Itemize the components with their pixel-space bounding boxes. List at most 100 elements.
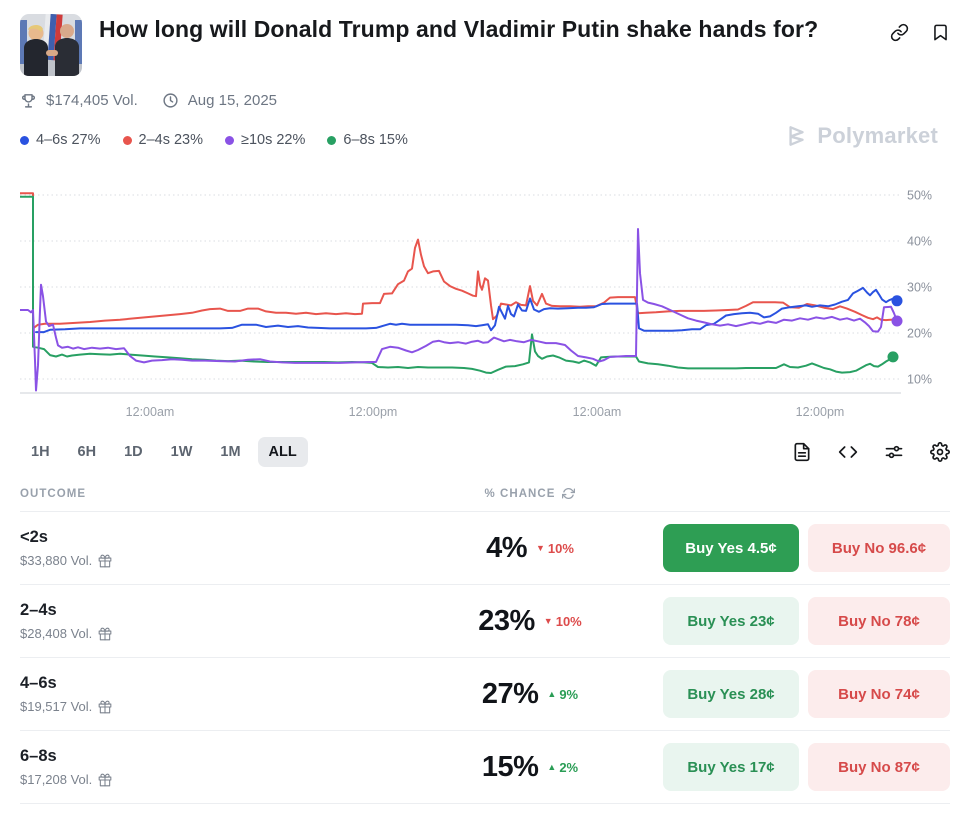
range-all[interactable]: ALL bbox=[257, 437, 308, 467]
outcome-volume: $28,408 Vol. bbox=[20, 626, 420, 641]
legend-label: ≥10s 22% bbox=[241, 132, 306, 148]
legend-label: 6–8s 15% bbox=[343, 132, 408, 148]
event-date: Aug 15, 2025 bbox=[187, 92, 278, 109]
buy-no-button[interactable]: Buy No 74¢ bbox=[808, 670, 950, 718]
buy-yes-button[interactable]: Buy Yes 23¢ bbox=[663, 597, 799, 645]
sliders-icon bbox=[885, 445, 903, 459]
outcome-volume: $17,208 Vol. bbox=[20, 772, 420, 787]
trend-arrow-icon: ▲ bbox=[547, 689, 557, 699]
chance-value: 4% bbox=[486, 531, 527, 564]
buy-yes-button[interactable]: Buy Yes 17¢ bbox=[663, 743, 799, 791]
range-6h[interactable]: 6H bbox=[67, 437, 108, 467]
bookmark-button[interactable] bbox=[931, 23, 950, 42]
event-header: How long will Donald Trump and Vladimir … bbox=[0, 0, 970, 76]
polymarket-watermark: Polymarket bbox=[783, 123, 938, 149]
trend-arrow-icon: ▲ bbox=[547, 762, 557, 772]
svg-text:10%: 10% bbox=[907, 373, 932, 387]
svg-text:12:00am: 12:00am bbox=[126, 405, 175, 419]
legend-label: 4–6s 27% bbox=[36, 132, 101, 148]
page-title: How long will Donald Trump and Vladimir … bbox=[99, 16, 819, 42]
chance-change: ▼ 10% bbox=[543, 613, 582, 629]
legend-label: 2–4s 23% bbox=[138, 132, 204, 148]
outcome-row-lt2s: <2s $33,880 Vol. 4% ▼ 10% Buy Yes 4.5¢ bbox=[20, 512, 950, 585]
copy-link-button[interactable] bbox=[890, 23, 909, 42]
filter-button[interactable] bbox=[884, 442, 904, 462]
chance-change: ▲ 2% bbox=[547, 759, 579, 775]
embed-button[interactable] bbox=[838, 442, 858, 462]
range-1h[interactable]: 1H bbox=[20, 437, 61, 467]
price-chart[interactable]: 50% 40% 30% 20% 10% 12:00am 12:00pm 12:00am 12:0… bbox=[19, 187, 955, 425]
polymarket-logo-icon bbox=[789, 126, 805, 146]
chance-change: ▼ 10% bbox=[535, 540, 574, 556]
svg-text:12:00pm: 12:00pm bbox=[796, 405, 845, 419]
chance-change: ▲ 9% bbox=[547, 686, 579, 702]
legend-item-ge10s[interactable]: ≥10s 22% bbox=[225, 132, 305, 148]
link-icon bbox=[890, 23, 909, 42]
event-thumbnail bbox=[20, 14, 82, 76]
outcome-name: 2–4s bbox=[20, 601, 57, 619]
chart-legend: 4–6s 27% 2–4s 23% ≥10s 22% 6–8s 15% bbox=[20, 132, 408, 148]
svg-text:12:00pm: 12:00pm bbox=[349, 405, 398, 419]
svg-text:12:00am: 12:00am bbox=[573, 405, 622, 419]
header-actions bbox=[890, 23, 950, 42]
refresh-icon[interactable] bbox=[562, 487, 576, 500]
legend-dot-red bbox=[122, 135, 132, 145]
legend-dot-green bbox=[327, 135, 337, 145]
outcome-column-header: OUTCOME bbox=[20, 487, 87, 500]
time-range-tabs: 1H 6H 1D 1W 1M ALL bbox=[20, 437, 308, 467]
code-icon bbox=[838, 446, 858, 458]
legend-dot-blue bbox=[20, 135, 29, 145]
buy-yes-button[interactable]: Buy Yes 28¢ bbox=[663, 670, 799, 718]
clock-icon bbox=[163, 93, 178, 108]
document-icon bbox=[794, 442, 810, 462]
outcome-row-4-6s: 4–6s $19,517 Vol. 27% ▲ 9% Buy Yes 28¢ bbox=[20, 658, 950, 731]
svg-text:30%: 30% bbox=[907, 281, 932, 295]
gift-icon bbox=[98, 700, 112, 713]
legend-dot-purple bbox=[225, 135, 234, 145]
outcome-name: 4–6s bbox=[20, 674, 57, 692]
legend-item-2-4s[interactable]: 2–4s 23% bbox=[122, 132, 204, 148]
buy-yes-button[interactable]: Buy Yes 4.5¢ bbox=[663, 524, 799, 572]
news-button[interactable] bbox=[792, 442, 812, 462]
chance-value: 27% bbox=[481, 677, 539, 710]
chance-column-header: % CHANCE bbox=[420, 487, 640, 500]
buy-no-button[interactable]: Buy No 96.6¢ bbox=[808, 524, 950, 572]
outcome-name: 6–8s bbox=[20, 747, 57, 765]
handshake-photo bbox=[20, 14, 82, 76]
outcome-row-2-4s: 2–4s $28,408 Vol. 23% ▼ 10% Buy Yes 23¢ bbox=[20, 585, 950, 658]
bookmark-icon bbox=[934, 24, 947, 41]
range-1d[interactable]: 1D bbox=[113, 437, 154, 467]
chart-legend-row: 4–6s 27% 2–4s 23% ≥10s 22% 6–8s 15% Poly… bbox=[20, 123, 950, 153]
chance-value: 15% bbox=[481, 750, 539, 783]
trend-arrow-icon: ▼ bbox=[535, 543, 545, 553]
legend-item-6-8s[interactable]: 6–8s 15% bbox=[327, 132, 408, 148]
outcome-name: <2s bbox=[20, 528, 48, 546]
svg-text:40%: 40% bbox=[907, 235, 932, 249]
price-chart-svg: 50% 40% 30% 20% 10% 12:00am 12:00pm 12:00am 12:0… bbox=[19, 189, 932, 419]
gift-icon bbox=[98, 627, 112, 640]
range-1w[interactable]: 1W bbox=[160, 437, 204, 467]
legend-item-4-6s[interactable]: 4–6s 27% bbox=[20, 132, 101, 148]
buy-no-button[interactable]: Buy No 87¢ bbox=[808, 743, 950, 791]
gift-icon bbox=[98, 773, 112, 786]
settings-button[interactable] bbox=[930, 442, 950, 462]
gift-icon bbox=[98, 554, 112, 567]
gear-icon bbox=[930, 442, 950, 462]
range-1m[interactable]: 1M bbox=[209, 437, 251, 467]
svg-text:20%: 20% bbox=[907, 327, 932, 341]
outcomes-table: OUTCOME % CHANCE <2s $33,880 Vol. bbox=[20, 487, 950, 804]
buy-no-button[interactable]: Buy No 78¢ bbox=[808, 597, 950, 645]
event-stats: $174,405 Vol. Aug 15, 2025 bbox=[20, 92, 950, 109]
chart-controls: 1H 6H 1D 1W 1M ALL bbox=[20, 437, 950, 467]
trophy-icon bbox=[21, 94, 36, 108]
chance-value: 23% bbox=[478, 604, 535, 637]
outcome-row-6-8s: 6–8s $17,208 Vol. 15% ▲ 2% Buy Yes 17¢ bbox=[20, 731, 950, 804]
outcomes-table-header: OUTCOME % CHANCE bbox=[20, 487, 950, 512]
outcome-volume: $19,517 Vol. bbox=[20, 699, 420, 714]
trend-arrow-icon: ▼ bbox=[543, 616, 553, 626]
outcome-volume: $33,880 Vol. bbox=[20, 553, 420, 568]
volume-text: $174,405 Vol. bbox=[46, 92, 138, 109]
chart-tool-icons bbox=[792, 442, 950, 462]
watermark-label: Polymarket bbox=[817, 123, 938, 148]
